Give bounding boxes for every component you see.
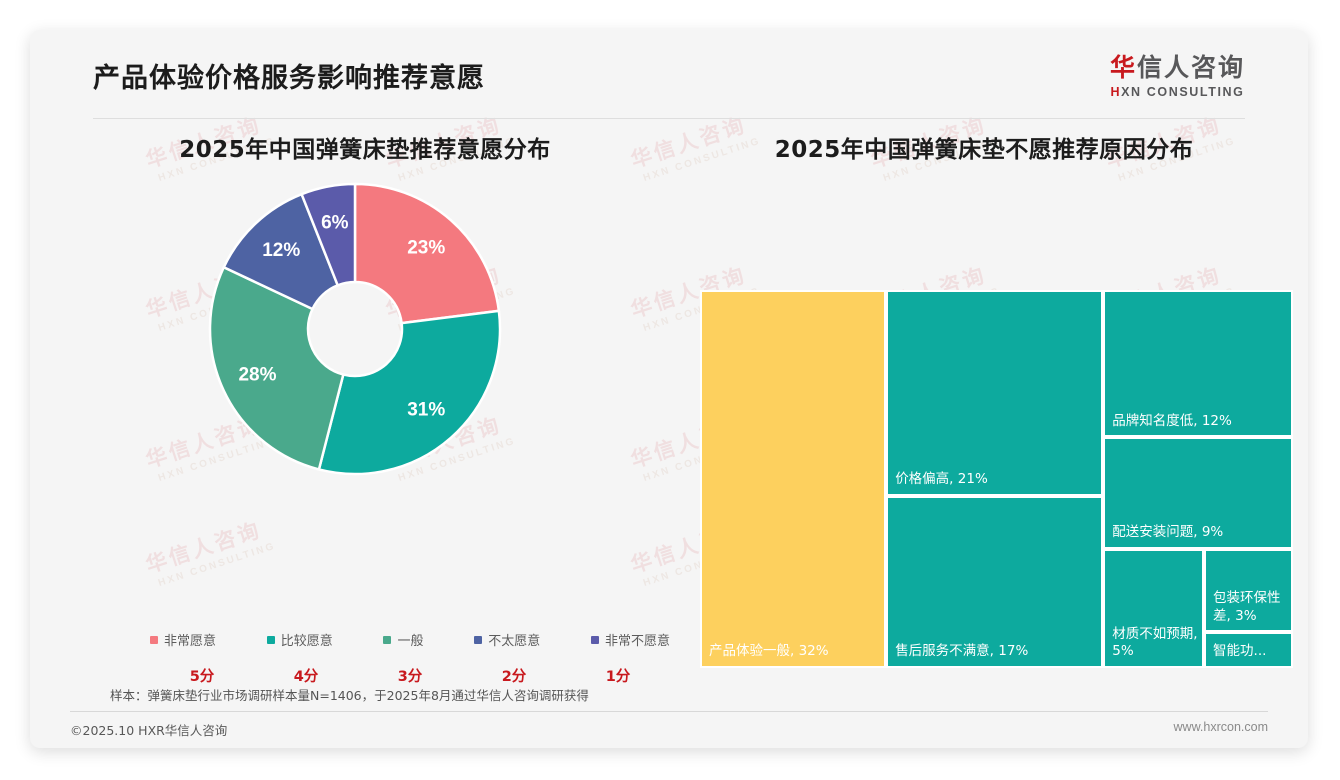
legend-item-不太愿意[interactable]: 不太愿意: [474, 630, 540, 649]
treemap-cell-产品体验一般[interactable]: 产品体验一般, 32%: [700, 290, 887, 668]
legend-swatch-icon: [383, 635, 392, 644]
legend-swatch-icon: [474, 635, 483, 644]
score-row: 5分 4分 3分 2分 1分: [150, 665, 670, 686]
donut-chart: 23% 31% 28% 12% 6%: [30, 174, 670, 554]
legend-label: 比较愿意: [280, 634, 333, 649]
legend-label: 非常不愿意: [604, 634, 670, 649]
footer-divider: [70, 711, 1268, 712]
donut-svg: 23% 31% 28% 12% 6%: [208, 182, 502, 476]
score-label-一般: 3分: [397, 669, 423, 685]
logo-en-rest: XN CONSULTING: [1121, 84, 1245, 99]
legend-label: 非常愿意: [164, 634, 217, 649]
score-label-非常不愿意: 1分: [605, 669, 631, 685]
copyright-text: ©2025.10 HXR华信人咨询: [70, 723, 228, 738]
left-chart-title: 2025年中国弹簧床垫推荐意愿分布: [179, 137, 551, 163]
legend-label: 一般: [397, 634, 424, 649]
donut-slice-非常不愿意[interactable]: [299, 182, 357, 287]
right-chart-title: 2025年中国弹簧床垫不愿推荐原因分布: [774, 137, 1194, 163]
donut-legend: 非常愿意 比较愿意 一般 不太愿意 非常不愿意: [150, 630, 670, 649]
slide-header: 产品体验价格服务影响推荐意愿 华信人咨询 HXN CONSULTING: [30, 30, 1308, 119]
page-title: 产品体验价格服务影响推荐意愿: [93, 63, 485, 94]
logo-cn-highlight: 华: [1109, 53, 1137, 82]
logo-en-highlight: H: [1110, 84, 1122, 99]
slide-card: 华信人咨询 HXN CONSULTING 华信人咨询 HXN CONSULTING 华信…: [30, 30, 1308, 748]
legend-swatch-icon: [590, 635, 599, 644]
donut-slice-非常愿意[interactable]: [353, 182, 501, 325]
header-divider: [93, 118, 1245, 119]
donut-slice-label: 12%: [262, 240, 300, 261]
panel-recommendation-willingness: 2025年中国弹簧床垫推荐意愿分布 23% 31% 28% 12% 6% 非常愿意 比较愿…: [30, 130, 670, 685]
website-text: www.hxrcon.com: [1173, 720, 1268, 734]
legend-item-比较愿意[interactable]: 比较愿意: [266, 630, 333, 649]
treemap-cell-label: 品牌知名度低, 12%: [1112, 412, 1232, 429]
score-label-不太愿意: 2分: [501, 669, 527, 685]
legend-label: 不太愿意: [488, 634, 541, 649]
treemap-cell-label: 产品体验一般, 32%: [709, 643, 829, 660]
treemap-cell-售后服务不满意[interactable]: 售后服务不满意, 17%: [886, 496, 1104, 668]
treemap-cell-label: 智能功...: [1213, 643, 1267, 660]
treemap-cell-品牌知名度低[interactable]: 品牌知名度低, 12%: [1103, 290, 1293, 438]
logo-cn-rest: 信人咨询: [1136, 53, 1245, 82]
donut-slice-一般[interactable]: [208, 265, 345, 471]
treemap-cell-label: 售后服务不满意, 17%: [895, 643, 1029, 660]
donut-slice-label: 6%: [321, 213, 349, 234]
treemap-cell-label: 配送安装问题, 9%: [1112, 524, 1224, 541]
score-label-非常愿意: 5分: [189, 669, 215, 685]
legend-swatch-icon: [150, 635, 158, 644]
treemap-chart: 产品体验一般, 32% 价格偏高, 21% 售后服务不满意, 17% 品牌知名度低, …: [700, 290, 1293, 668]
treemap-cell-label: 包装环保性差, 3%: [1213, 589, 1281, 624]
treemap-cell-材质不如预期[interactable]: 材质不如预期, 5%: [1103, 548, 1205, 668]
logo-english: HXN CONSULTING: [1110, 85, 1245, 99]
sample-note: 样本：弹簧床垫行业市场调研样本量N=1406，于2025年8月通过华信人咨询调研…: [110, 688, 589, 703]
treemap-cell-包装环保性差[interactable]: 包装环保性差, 3%: [1204, 548, 1293, 633]
donut-slice-label: 28%: [238, 364, 276, 385]
legend-item-非常愿意[interactable]: 非常愿意: [150, 630, 216, 649]
donut-slice-比较愿意[interactable]: [317, 309, 502, 476]
treemap-cell-智能功能不足[interactable]: 智能功...: [1204, 632, 1293, 668]
score-label-比较愿意: 4分: [293, 669, 319, 685]
treemap-cell-价格偏高[interactable]: 价格偏高, 21%: [886, 290, 1104, 496]
panel-nonrecommendation-reasons: 2025年中国弹簧床垫不愿推荐原因分布 产品体验一般, 32% 价格偏高, 21%…: [670, 130, 1308, 668]
donut-slice-label: 31%: [407, 399, 445, 420]
legend-swatch-icon: [266, 635, 275, 644]
donut-slice-label: 23%: [407, 238, 445, 259]
brand-logo: 华信人咨询 HXN CONSULTING: [1110, 54, 1245, 99]
legend-item-一般[interactable]: 一般: [383, 630, 423, 649]
treemap-cell-label: 价格偏高, 21%: [895, 471, 988, 488]
treemap-cell-label: 材质不如预期, 5%: [1112, 625, 1198, 660]
treemap-cell-配送安装问题[interactable]: 配送安装问题, 9%: [1103, 437, 1293, 549]
logo-chinese: 华信人咨询: [1110, 54, 1245, 82]
legend-item-非常不愿意[interactable]: 非常不愿意: [590, 630, 670, 649]
